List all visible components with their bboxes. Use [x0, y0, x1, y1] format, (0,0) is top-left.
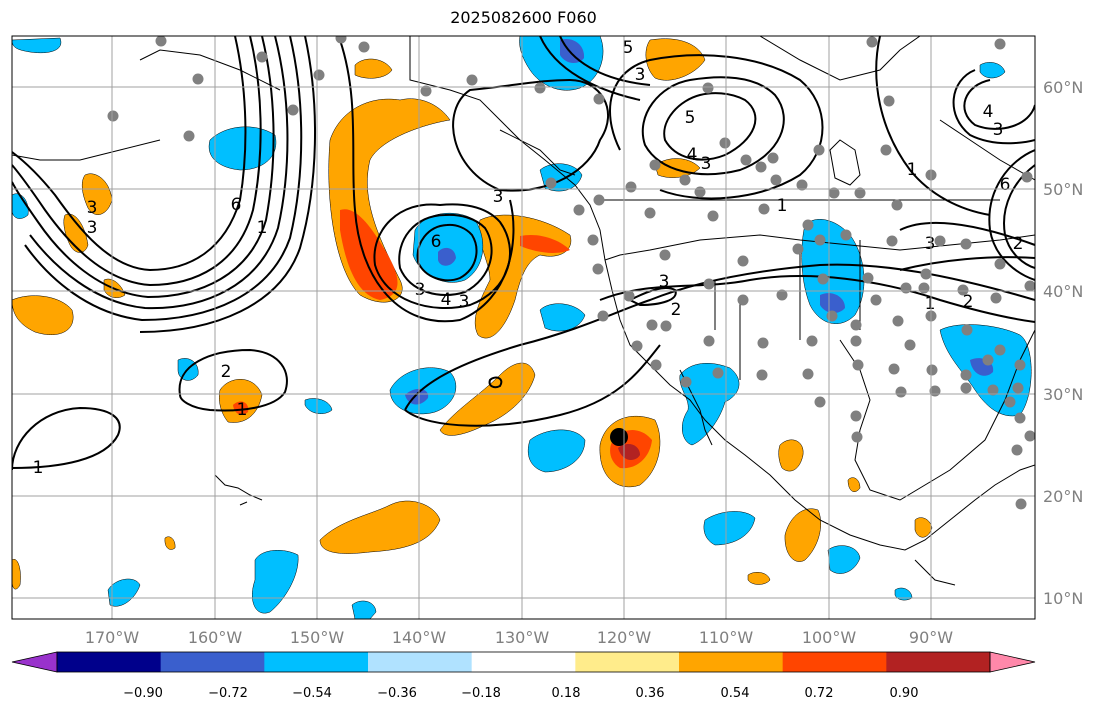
contour-label: 3 [701, 154, 712, 174]
storm-center-marker [610, 428, 628, 446]
colorbar-extend-max [989, 651, 1036, 673]
contour-label: 6 [1000, 175, 1011, 195]
colorbar [11, 651, 1036, 673]
contour-label: 2 [1013, 234, 1024, 254]
lat-label: 60°N [1043, 78, 1083, 97]
map-frame [11, 35, 1036, 620]
colorbar-tick-label: 0.72 [805, 686, 834, 701]
contour-label: 1 [925, 294, 936, 314]
colorbar-segment [471, 652, 576, 672]
lon-label: 90°W [909, 628, 953, 647]
station-dots [107, 36, 1035, 510]
contour-label-layer: 1 1 3 3 6 1 6 4 3 5 3 2 2 1 3 2 5 4 3 3 … [33, 38, 1024, 478]
contour-label: 1 [237, 400, 248, 420]
contour-label: 3 [459, 292, 470, 312]
contour-label: 2 [963, 292, 974, 312]
colorbar-segment [575, 652, 680, 672]
longitude-labels: 170°W 160°W 150°W 140°W 130°W 120°W 110°… [85, 628, 953, 647]
negative-anomaly-shading [12, 36, 1032, 619]
lat-label: 50°N [1043, 180, 1083, 199]
colorbar-tick-label: −0.90 [123, 686, 163, 701]
lon-label: 170°W [85, 628, 140, 647]
lat-label: 10°N [1043, 589, 1083, 608]
contour-label: 2 [221, 362, 232, 382]
contour-label: 1 [257, 218, 268, 238]
contour-label: 1 [907, 160, 918, 180]
colorbar-tick-label: −0.18 [461, 686, 501, 701]
contour-label: 3 [659, 272, 670, 292]
contour-label: 1 [777, 196, 788, 216]
colorbar-segment [886, 652, 991, 672]
colorbar-tick-label: 0.90 [890, 686, 919, 701]
colorbar-tick-label: −0.72 [208, 686, 248, 701]
colorbar-tick-label: 0.36 [636, 686, 665, 701]
positive-anomaly-shading [12, 38, 933, 590]
contour-label: 5 [623, 38, 634, 58]
contour-label: 3 [415, 280, 426, 300]
lon-label: 150°W [290, 628, 345, 647]
colorbar-segment [160, 652, 265, 672]
colorbar-segment [782, 652, 887, 672]
colorbar-segment [368, 652, 473, 672]
colorbar-segment [57, 652, 162, 672]
contour-label: 3 [87, 198, 98, 218]
lon-label: 140°W [392, 628, 447, 647]
contour-label: 3 [635, 65, 646, 85]
contour-label: 1 [33, 458, 44, 478]
map-title: 2025082600 F060 [450, 8, 597, 27]
lon-label: 120°W [597, 628, 652, 647]
colorbar-extend-min [11, 651, 58, 673]
contour-label: 3 [493, 187, 504, 207]
colorbar-tick-label: 0.54 [721, 686, 750, 701]
contour-label: 6 [431, 232, 442, 252]
contour-label: 2 [671, 300, 682, 320]
latitude-labels: 60°N 50°N 40°N 30°N 20°N 10°N [1043, 78, 1083, 608]
lat-label: 20°N [1043, 487, 1083, 506]
contour-label: 3 [87, 218, 98, 238]
colorbar-tick-label: −0.54 [292, 686, 332, 701]
colorbar-ticks: −0.90 −0.72 −0.54 −0.36 −0.18 0.18 0.36 … [123, 686, 918, 701]
lat-label: 30°N [1043, 385, 1083, 404]
lon-label: 110°W [699, 628, 754, 647]
colorbar-tick-label: 0.18 [552, 686, 581, 701]
colorbar-segment [679, 652, 784, 672]
contour-label: 3 [993, 120, 1004, 140]
graticule [12, 36, 1035, 619]
contour-label: 6 [231, 195, 242, 215]
colorbar-segment [264, 652, 369, 672]
contour-label: 5 [685, 108, 696, 128]
lon-label: 100°W [802, 628, 857, 647]
colorbar-frame [56, 651, 991, 673]
lat-label: 40°N [1043, 282, 1083, 301]
colorbar-tick-label: −0.36 [377, 686, 417, 701]
lon-label: 160°W [188, 628, 243, 647]
contour-label: 4 [441, 290, 452, 310]
contour-label: 3 [925, 234, 936, 254]
contour-label: 4 [983, 102, 994, 122]
lon-label: 130°W [495, 628, 550, 647]
contour-lines [12, 36, 1035, 471]
map-background [12, 36, 1035, 619]
contour-label: 4 [687, 145, 698, 165]
